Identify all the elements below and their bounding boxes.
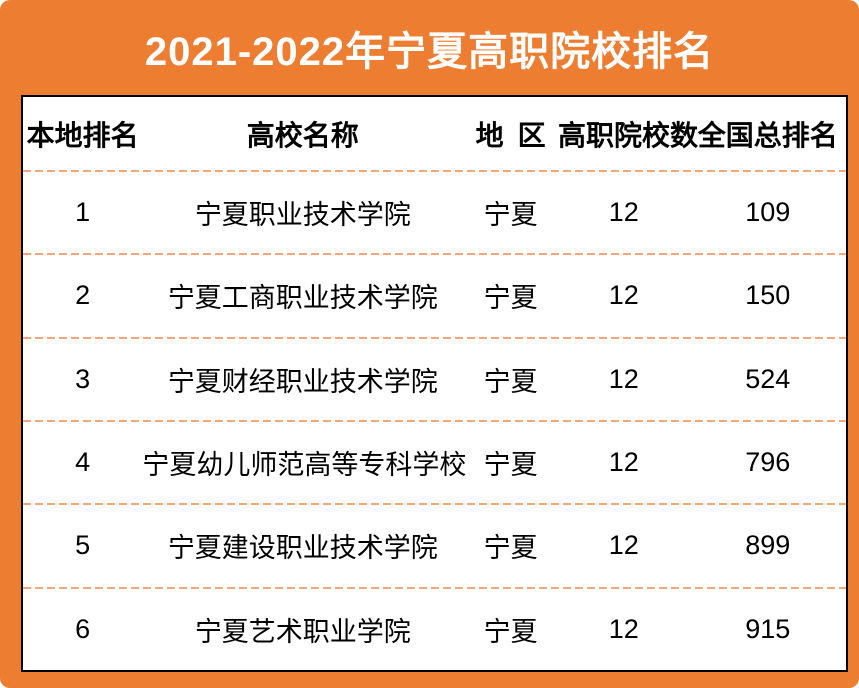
cell-college-count: 12 — [608, 363, 639, 394]
cell-college-name: 宁夏幼儿师范高等专科学校 — [142, 450, 467, 481]
cell-college-count: 12 — [608, 280, 639, 311]
table-row: 2 宁夏工商职业技术学院 宁夏 12 150 — [23, 255, 846, 336]
cell-region: 宁夏 — [483, 450, 538, 481]
cell-region: 宁夏 — [483, 283, 538, 314]
table-row: 4 宁夏幼儿师范高等专科学校 宁夏 12 796 — [23, 422, 846, 503]
cell-region: 宁夏 — [483, 616, 538, 647]
cell-college-name: 宁夏艺术职业学院 — [194, 616, 411, 647]
ranking-table: 本地排名 高校名称 地 区 高职院校数 全国总排名 1 宁夏职业技术学院 宁夏 … — [21, 95, 848, 672]
header-college-count: 高职院校数 — [557, 119, 698, 151]
cell-local-rank: 2 — [75, 280, 91, 311]
header-national-rank: 全国总排名 — [697, 119, 838, 151]
row-divider — [23, 253, 846, 256]
header-college-name: 高校名称 — [246, 119, 359, 151]
row-divider — [23, 336, 846, 339]
cell-college-name: 宁夏工商职业技术学院 — [167, 283, 438, 314]
cell-local-rank: 6 — [75, 613, 91, 644]
cell-local-rank: 3 — [75, 363, 91, 394]
row-divider — [23, 419, 846, 422]
cell-college-count: 12 — [608, 530, 639, 561]
cell-college-count: 12 — [608, 197, 639, 228]
cell-local-rank: 5 — [75, 530, 91, 561]
table-header-row: 本地排名 高校名称 地 区 高职院校数 全国总排名 — [23, 97, 846, 170]
cell-college-count: 12 — [608, 613, 639, 644]
row-divider — [23, 503, 846, 506]
cell-national-rank: 109 — [745, 197, 791, 228]
cell-national-rank: 150 — [745, 280, 791, 311]
cell-national-rank: 796 — [745, 447, 791, 478]
cell-college-name: 宁夏财经职业技术学院 — [167, 366, 438, 397]
table-row: 3 宁夏财经职业技术学院 宁夏 12 524 — [23, 339, 846, 420]
cell-national-rank: 915 — [745, 613, 791, 644]
cell-national-rank: 899 — [745, 530, 791, 561]
table-row: 5 宁夏建设职业技术学院 宁夏 12 899 — [23, 505, 846, 586]
header-local-rank: 本地排名 — [26, 119, 139, 151]
page-title: 2021-2022年宁夏高职院校排名 — [144, 29, 715, 74]
cell-region: 宁夏 — [483, 200, 538, 231]
row-divider — [23, 586, 846, 589]
cell-local-rank: 1 — [75, 197, 91, 228]
table-row: 1 宁夏职业技术学院 宁夏 12 109 — [23, 172, 846, 253]
cell-local-rank: 4 — [75, 447, 91, 478]
row-divider — [23, 170, 846, 172]
cell-college-name: 宁夏职业技术学院 — [194, 200, 411, 231]
cell-college-name: 宁夏建设职业技术学院 — [167, 533, 438, 564]
table-row: 6 宁夏艺术职业学院 宁夏 12 915 — [23, 589, 846, 670]
cell-national-rank: 524 — [745, 363, 791, 394]
header-region: 地 区 — [475, 119, 546, 151]
cell-region: 宁夏 — [483, 533, 538, 564]
cell-region: 宁夏 — [483, 366, 538, 397]
cell-college-count: 12 — [608, 447, 639, 478]
